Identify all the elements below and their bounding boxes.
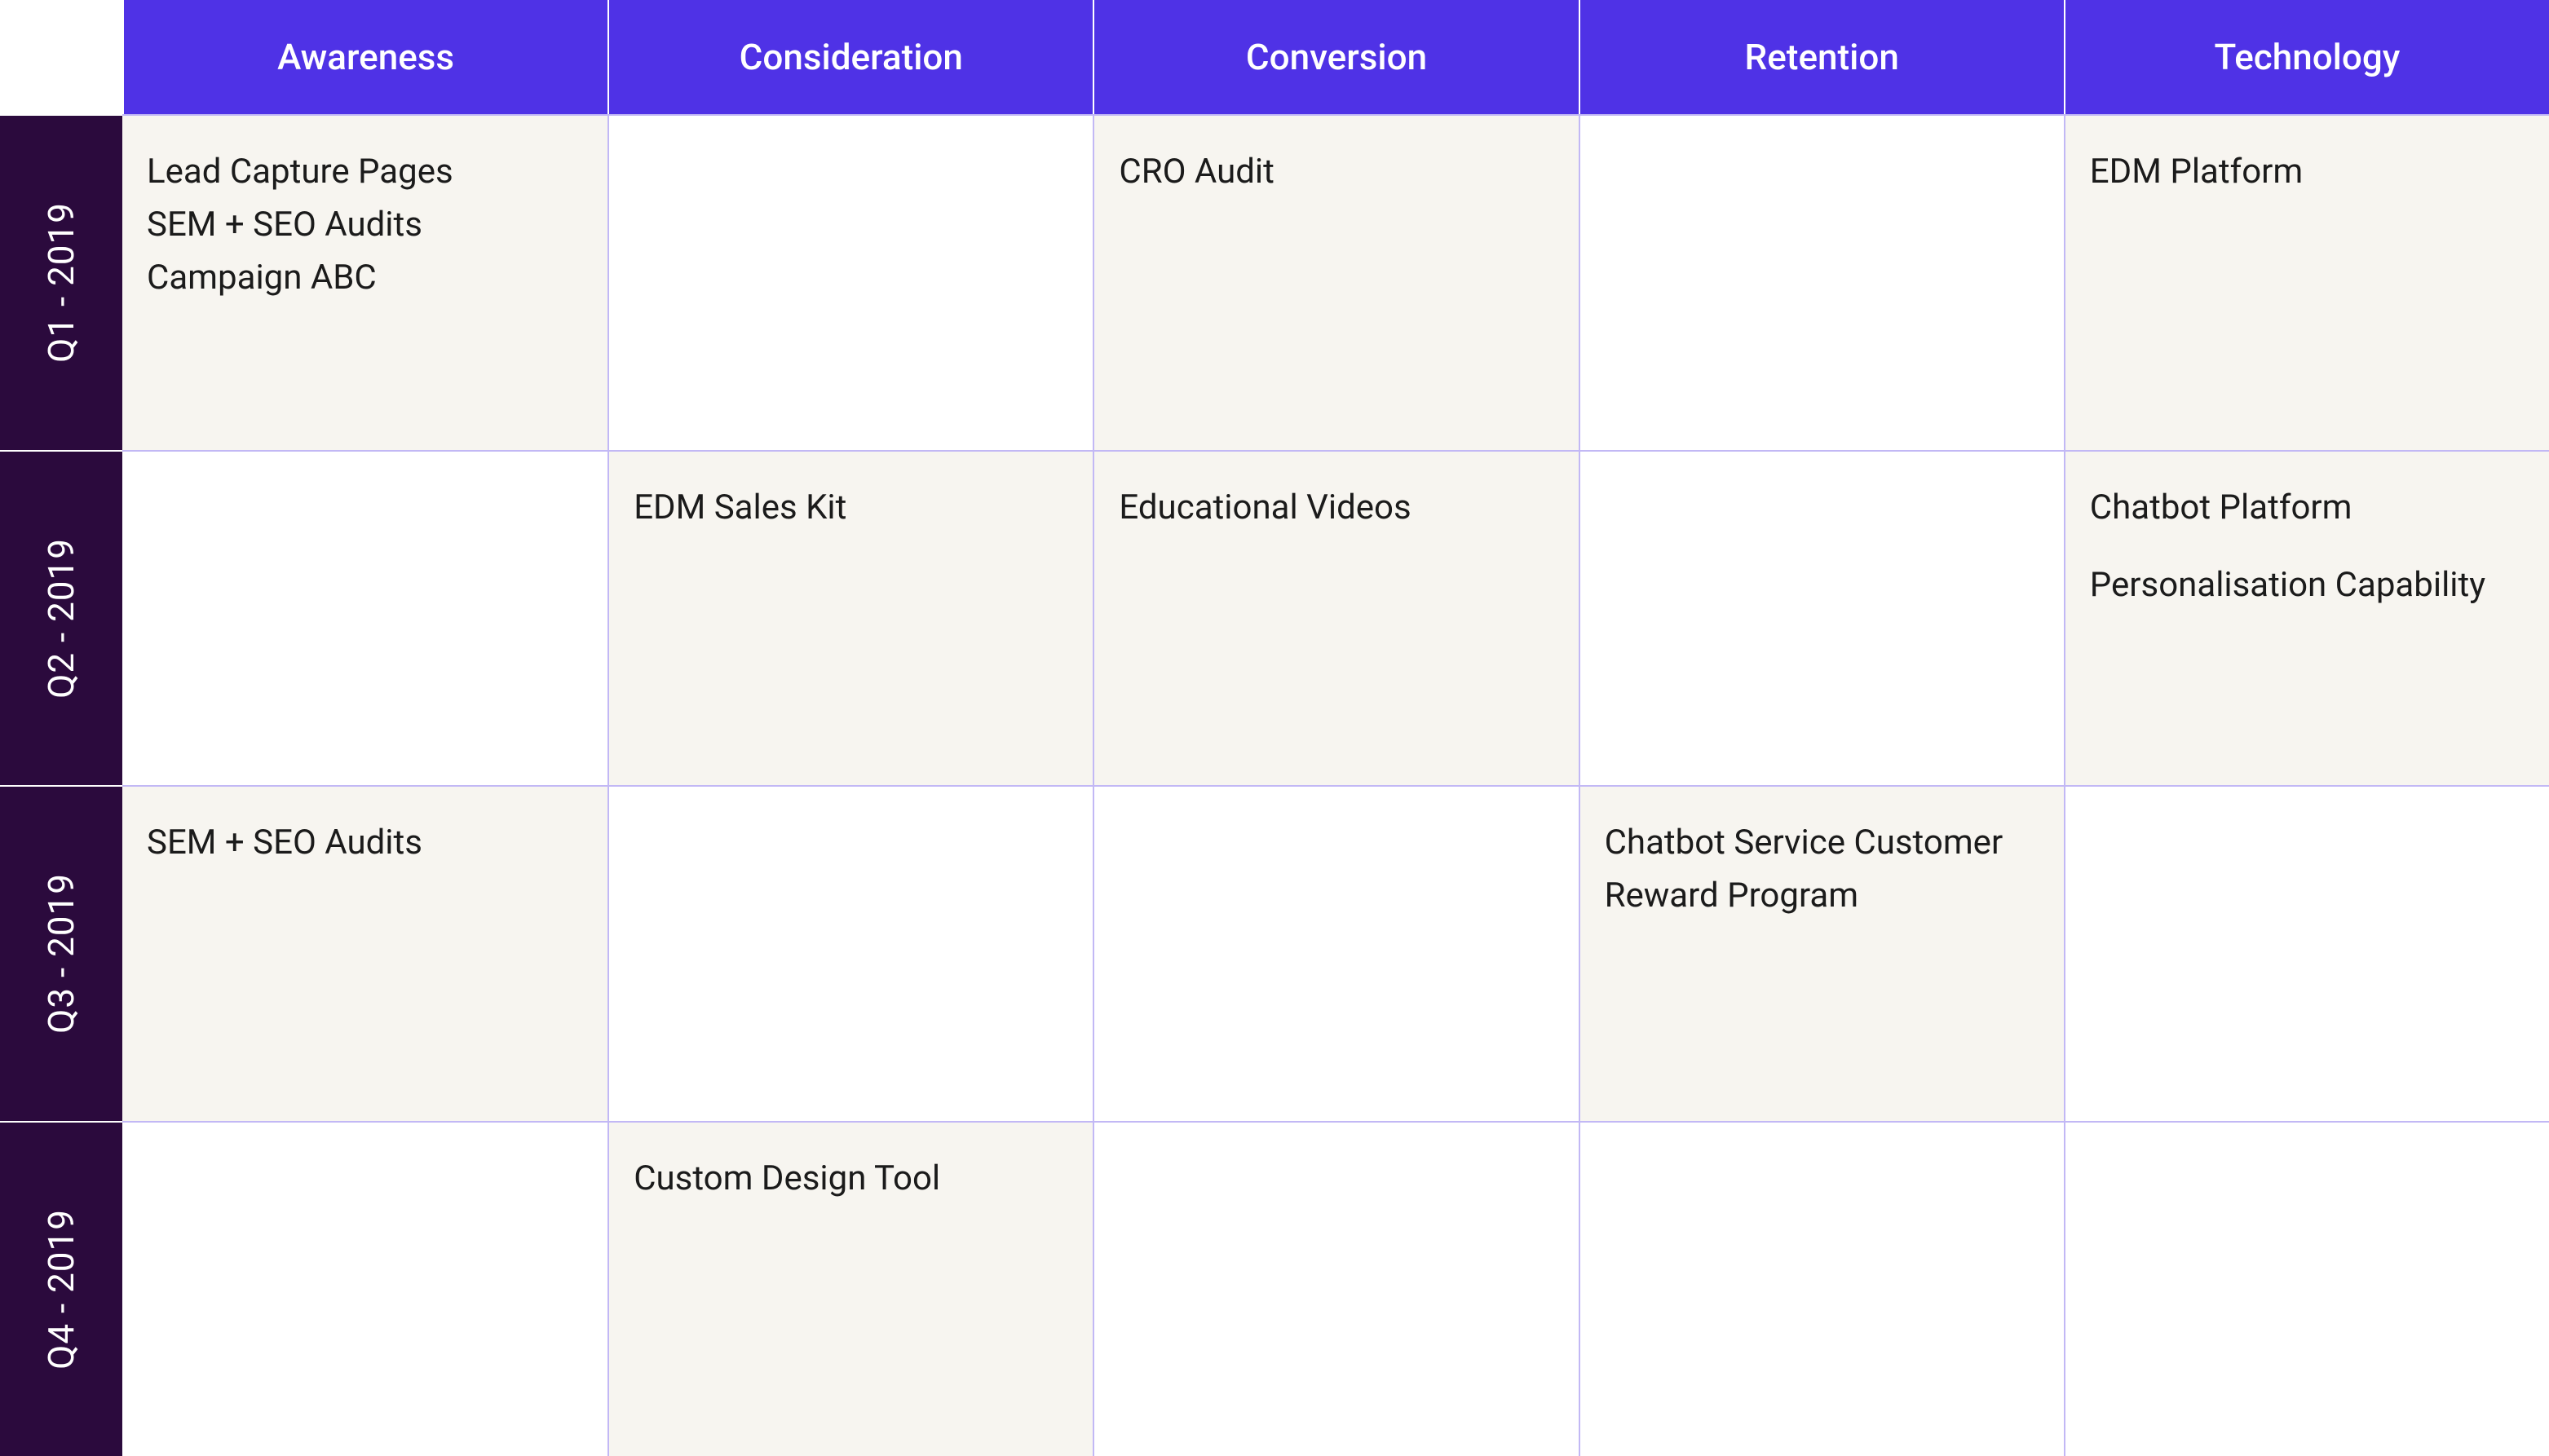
cell-item: CRO Audit xyxy=(1119,145,1553,198)
row-header-label: Q3 - 2019 xyxy=(40,873,82,1034)
table-cell xyxy=(2064,1121,2549,1456)
cell-item: EDM Sales Kit xyxy=(634,481,1068,534)
column-header-label: Technology xyxy=(2214,36,2400,78)
column-header: Awareness xyxy=(122,0,607,114)
column-header: Consideration xyxy=(607,0,1093,114)
cell-item: EDM Platform xyxy=(2090,145,2525,198)
column-header: Retention xyxy=(1579,0,2064,114)
table-cell xyxy=(607,114,1093,450)
table-cell: EDM Platform xyxy=(2064,114,2549,450)
table-cell xyxy=(1579,114,2064,450)
cell-item: Chatbot Service Customer Reward Program xyxy=(1605,816,2039,922)
table-cell xyxy=(122,1121,607,1456)
table-cell: SEM + SEO Audits xyxy=(122,785,607,1121)
column-header-label: Conversion xyxy=(1246,36,1427,78)
column-header-label: Consideration xyxy=(740,36,963,78)
column-header-label: Retention xyxy=(1745,36,1899,78)
cell-item: SEM + SEO Audits xyxy=(147,816,583,869)
row-header: Q1 - 2019 xyxy=(0,114,122,450)
cell-item: Campaign ABC xyxy=(147,251,583,304)
cell-item: SEM + SEO Audits xyxy=(147,198,583,251)
roadmap-grid: Awareness Consideration Conversion Retentio… xyxy=(0,0,2549,1456)
column-header: Technology xyxy=(2064,0,2549,114)
table-cell: Lead Capture PagesSEM + SEO AuditsCampai… xyxy=(122,114,607,450)
table-cell xyxy=(1093,785,1578,1121)
table-cell: Custom Design Tool xyxy=(607,1121,1093,1456)
row-header: Q4 - 2019 xyxy=(0,1121,122,1456)
corner-cell xyxy=(0,0,122,114)
cell-item: Chatbot Platform xyxy=(2090,481,2525,534)
row-header: Q2 - 2019 xyxy=(0,450,122,786)
row-header: Q3 - 2019 xyxy=(0,785,122,1121)
table-cell xyxy=(1579,1121,2064,1456)
cell-item: Custom Design Tool xyxy=(634,1152,1068,1205)
table-cell: Educational Videos xyxy=(1093,450,1578,786)
table-cell: Chatbot Platform Personalisation Capabili… xyxy=(2064,450,2549,786)
table-cell: CRO Audit xyxy=(1093,114,1578,450)
table-cell: Chatbot Service Customer Reward Program xyxy=(1579,785,2064,1121)
table-cell: EDM Sales Kit xyxy=(607,450,1093,786)
cell-item: Lead Capture Pages xyxy=(147,145,583,198)
cell-item: Personalisation Capability xyxy=(2090,558,2525,611)
table-cell xyxy=(122,450,607,786)
table-cell xyxy=(607,785,1093,1121)
table-cell xyxy=(2064,785,2549,1121)
row-header-label: Q2 - 2019 xyxy=(40,538,82,699)
cell-item: Educational Videos xyxy=(1119,481,1553,534)
row-header-label: Q4 - 2019 xyxy=(40,1209,82,1370)
table-cell xyxy=(1579,450,2064,786)
row-header-label: Q1 - 2019 xyxy=(40,202,82,363)
column-header-label: Awareness xyxy=(277,36,454,78)
table-cell xyxy=(1093,1121,1578,1456)
column-header: Conversion xyxy=(1093,0,1578,114)
